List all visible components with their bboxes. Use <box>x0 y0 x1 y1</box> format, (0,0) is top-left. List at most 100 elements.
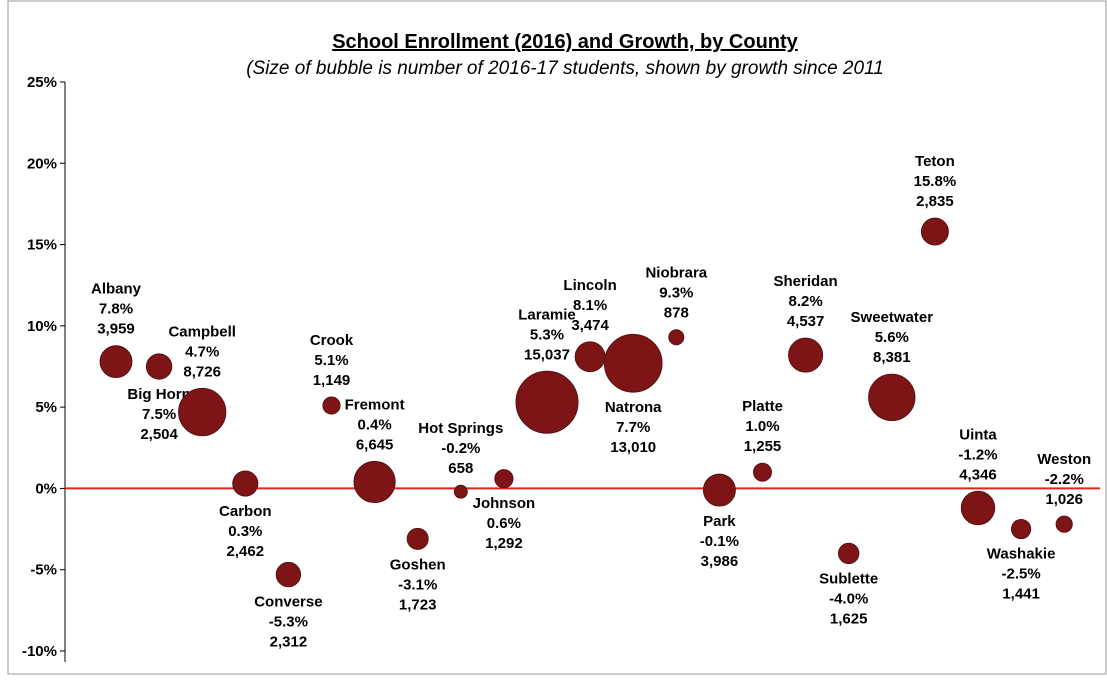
growth-label: -2.5% <box>1002 566 1041 583</box>
bubble <box>1011 518 1032 540</box>
county-name: Niobrara <box>645 265 707 282</box>
county-name: Uinta <box>959 426 997 443</box>
enrollment-label: 1,723 <box>399 596 437 613</box>
bubble <box>960 490 996 526</box>
bubble <box>1055 515 1073 533</box>
enrollment-label: 2,462 <box>227 543 265 560</box>
y-tick-label: 0% <box>35 480 57 497</box>
bubble <box>145 353 173 380</box>
growth-label: 5.3% <box>530 326 564 343</box>
growth-label: 7.8% <box>99 301 133 318</box>
county-name: Platte <box>742 398 783 415</box>
growth-label: 7.7% <box>616 419 650 436</box>
growth-label: 15.8% <box>914 173 957 190</box>
enrollment-label: 3,959 <box>97 321 135 338</box>
data-label: Washakie -2.5% 1,441 <box>987 546 1056 603</box>
data-label: Fremont 0.4% 6,645 <box>345 396 405 453</box>
enrollment-label: 1,625 <box>830 611 868 628</box>
data-label: Sheridan 8.2% 4,537 <box>774 273 838 330</box>
county-name: Albany <box>91 281 142 298</box>
enrollment-label: 2,312 <box>270 634 308 651</box>
growth-label: -5.3% <box>269 614 308 631</box>
enrollment-label: 13,010 <box>610 439 656 456</box>
county-name: Laramie <box>518 306 576 323</box>
data-label: Hot Springs -0.2% 658 <box>418 420 503 477</box>
y-tick-label: 5% <box>35 399 57 416</box>
growth-label: -2.2% <box>1045 471 1084 488</box>
data-label: Carbon 0.3% 2,462 <box>219 503 272 560</box>
bubble <box>920 217 949 246</box>
county-name: Sublette <box>819 571 878 588</box>
enrollment-label: 1,292 <box>485 535 523 552</box>
data-label: Campbell 4.7% 8,726 <box>168 323 236 380</box>
data-label: Teton 15.8% 2,835 <box>914 153 957 210</box>
growth-label: 0.6% <box>487 515 521 532</box>
growth-label: 0.4% <box>357 416 391 433</box>
y-tick-label: 15% <box>27 237 57 254</box>
data-label: Platte 1.0% 1,255 <box>742 398 783 455</box>
data-label: Johnson 0.6% 1,292 <box>473 495 536 552</box>
county-name: Campbell <box>168 323 236 340</box>
growth-label: -0.2% <box>441 440 480 457</box>
data-label: Crook 5.1% 1,149 <box>310 332 354 389</box>
y-tick-label: 10% <box>27 318 57 335</box>
data-label: Natrona 7.7% 13,010 <box>605 399 662 456</box>
data-label: Lincoln 8.1% 3,474 <box>563 277 616 334</box>
bubble <box>232 470 259 497</box>
y-tick-label: -10% <box>22 643 57 660</box>
bubble <box>838 542 860 565</box>
chart-title: School Enrollment (2016) and Growth, by … <box>332 31 798 53</box>
county-name: Crook <box>310 332 354 349</box>
bubble <box>353 460 396 504</box>
growth-label: 8.2% <box>788 293 822 310</box>
data-label: Uinta -1.2% 4,346 <box>958 426 997 483</box>
enrollment-label: 8,381 <box>873 349 911 366</box>
county-name: Goshen <box>390 556 446 573</box>
chart-frame <box>7 0 1107 675</box>
bubble <box>788 337 824 373</box>
bubble <box>322 396 341 415</box>
county-name: Sheridan <box>774 273 838 290</box>
county-name: Johnson <box>473 495 536 512</box>
y-tick-label: -5% <box>30 562 57 579</box>
growth-label: -0.1% <box>700 533 739 550</box>
bubble <box>178 387 227 437</box>
bubble <box>668 329 685 346</box>
county-name: Sweetwater <box>851 309 934 326</box>
enrollment-label: 3,986 <box>701 553 739 570</box>
growth-label: -3.1% <box>398 576 437 593</box>
bubble <box>275 561 302 588</box>
bubble <box>515 370 579 434</box>
enrollment-label: 8,726 <box>183 363 221 380</box>
data-label: Goshen -3.1% 1,723 <box>390 556 446 613</box>
data-label: Laramie 5.3% 15,037 <box>518 306 576 363</box>
enrollment-label: 3,474 <box>571 317 609 334</box>
growth-label: 0.3% <box>228 523 262 540</box>
bubble <box>603 333 663 393</box>
bubble <box>702 473 736 507</box>
enrollment-label: 6,645 <box>356 436 394 453</box>
data-label: Park -0.1% 3,986 <box>700 513 739 570</box>
growth-label: 8.1% <box>573 297 607 314</box>
data-label: Converse -5.3% 2,312 <box>254 594 322 651</box>
county-name: Washakie <box>987 546 1056 563</box>
growth-label: 7.5% <box>142 406 176 423</box>
growth-label: 5.1% <box>314 352 348 369</box>
data-label: Big Horn 7.5% 2,504 <box>127 386 190 443</box>
county-name: Carbon <box>219 503 272 520</box>
growth-label: 5.6% <box>875 329 909 346</box>
growth-label: 4.7% <box>185 343 219 360</box>
data-label: Albany 7.8% 3,959 <box>91 281 142 338</box>
data-label: Niobrara 9.3% 878 <box>645 265 707 322</box>
growth-label: -1.2% <box>958 446 997 463</box>
enrollment-label: 15,037 <box>524 346 570 363</box>
county-name: Natrona <box>605 399 662 416</box>
bubble <box>494 469 514 489</box>
county-name: Teton <box>915 153 955 170</box>
bubble <box>99 345 133 379</box>
bubble <box>868 373 916 422</box>
enrollment-label: 878 <box>664 305 689 322</box>
data-label: Sweetwater 5.6% 8,381 <box>851 309 934 366</box>
enrollment-label: 1,149 <box>313 372 351 389</box>
